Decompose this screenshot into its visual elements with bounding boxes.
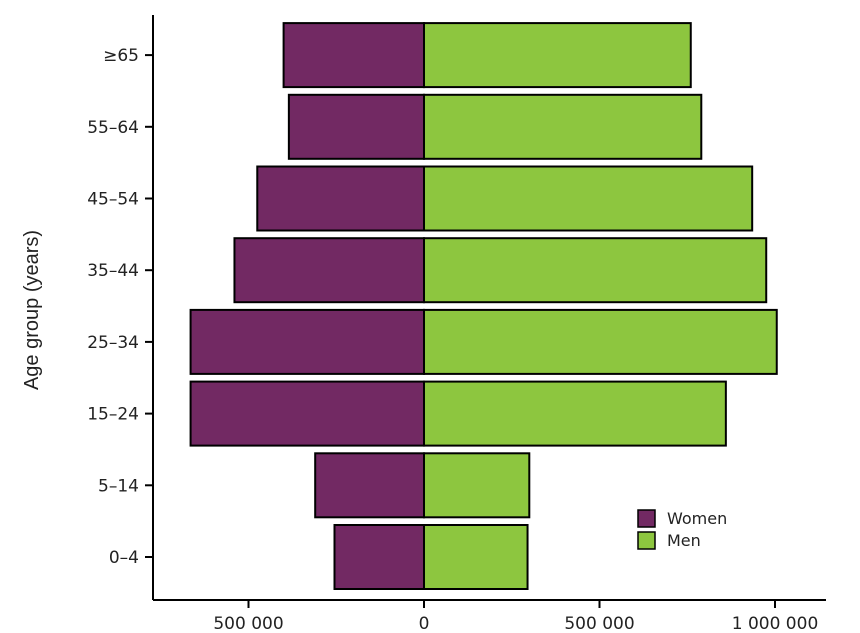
- bar-women-7: [282, 22, 425, 89]
- legend: Women Men: [637, 509, 727, 550]
- bar-men-6: [423, 93, 703, 160]
- bar-women-6: [287, 93, 425, 160]
- bar-women-4: [233, 237, 425, 304]
- bar-men-3: [423, 308, 778, 375]
- bars-layer: [189, 22, 778, 590]
- y-axis-title: Age group (years): [21, 230, 43, 390]
- bar-men-7: [423, 22, 692, 89]
- bar-women-2: [189, 380, 425, 447]
- legend-swatch-women: [637, 509, 656, 528]
- bar-men-1: [423, 452, 531, 519]
- bar-men-2: [423, 380, 727, 447]
- x-tick-label: 500 000: [564, 614, 634, 633]
- y-tick-label: 5–14: [98, 476, 139, 496]
- legend-label-women: Women: [667, 509, 727, 528]
- bar-men-4: [423, 237, 768, 304]
- bar-women-5: [256, 165, 425, 232]
- bar-men-5: [423, 165, 754, 232]
- y-tick-label: 35–44: [87, 261, 139, 281]
- legend-label-men: Men: [667, 531, 701, 550]
- y-tick-label: 25–34: [87, 333, 139, 353]
- x-ticks: 500 000 0 500 000 1 000 000: [213, 600, 818, 633]
- y-tick-label: 55–64: [87, 118, 139, 138]
- bar-women-0: [333, 524, 425, 590]
- x-tick-label: 500 000: [213, 614, 283, 633]
- y-tick-label: 0–4: [109, 548, 139, 568]
- x-tick-label: 0: [419, 614, 430, 633]
- legend-swatch-men: [637, 531, 656, 550]
- x-tick-label: 1 000 000: [732, 614, 819, 633]
- bar-women-1: [314, 452, 425, 519]
- y-tick-label: 15–24: [87, 405, 139, 425]
- y-tick-label: ≥65: [103, 46, 139, 66]
- bar-women-3: [189, 308, 425, 375]
- bar-men-0: [423, 524, 529, 590]
- y-tick-label: 45–54: [87, 190, 139, 210]
- y-ticks: 0–4 5–14 15–24 25–34 35–44 45–54 55–64 ≥65: [87, 46, 153, 568]
